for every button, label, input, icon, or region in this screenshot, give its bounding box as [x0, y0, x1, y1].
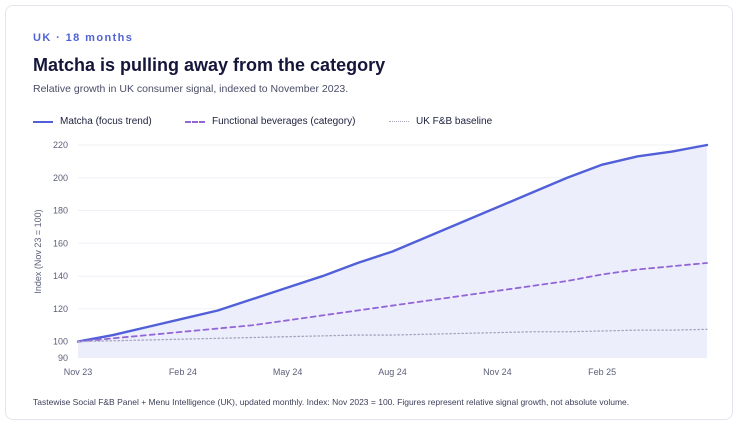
- chart-subtitle: Relative growth in UK consumer signal, i…: [33, 83, 349, 95]
- y-tick-label: 140: [53, 271, 68, 281]
- legend-label: UK F&B baseline: [416, 116, 493, 127]
- y-tick-label: 220: [53, 140, 68, 150]
- chart-card: UK · 18 months Matcha is pulling away fr…: [5, 5, 733, 420]
- x-tick-label: May 24: [273, 367, 303, 377]
- legend-item-baseline: UK F&B baseline: [389, 116, 492, 127]
- chart-title: Matcha is pulling away from the category: [33, 55, 386, 75]
- baseline-line: [77, 328, 708, 343]
- line-chart: 90 100 120 140 160 180 200 220 Nov 23 Feb 24 May …: [33, 140, 709, 377]
- legend-label: Matcha (focus trend): [60, 116, 152, 127]
- legend-swatch-solid: [33, 120, 53, 123]
- y-tick-label: 200: [53, 173, 68, 183]
- x-tick-label: Feb 25: [588, 367, 616, 377]
- functional-beverages-line: [77, 262, 708, 343]
- x-tick-label: Aug 24: [378, 367, 407, 377]
- x-axis-ticks: Nov 23 Feb 24 May 24 Aug 24 Nov 24 Feb 25: [64, 367, 616, 377]
- y-tick-label: 100: [53, 337, 68, 347]
- legend-swatch-dashed: [185, 120, 205, 123]
- x-tick-label: Feb 24: [169, 367, 197, 377]
- y-tick-label: 180: [53, 206, 68, 216]
- matcha-line: [76, 143, 709, 343]
- legend-item-matcha: Matcha (focus trend): [33, 116, 152, 127]
- legend-item-functional: Functional beverages (category): [185, 116, 355, 127]
- legend-label: Functional beverages (category): [212, 116, 356, 127]
- x-tick-label: Nov 23: [64, 367, 93, 377]
- y-axis-title: Index (Nov 23 = 100): [33, 209, 43, 293]
- series-lines: [76, 143, 709, 343]
- y-tick-label: 90: [58, 353, 68, 363]
- eyebrow-label: UK · 18 months: [33, 32, 134, 44]
- x-tick-label: Nov 24: [483, 367, 512, 377]
- legend-swatch-dotted: [389, 121, 409, 122]
- y-tick-label: 120: [53, 304, 68, 314]
- y-tick-label: 160: [53, 238, 68, 248]
- y-axis-ticks: 90 100 120 140 160 180 200 220: [53, 140, 68, 363]
- source-footnote: Tastewise Social F&B Panel + Menu Intell…: [33, 397, 630, 407]
